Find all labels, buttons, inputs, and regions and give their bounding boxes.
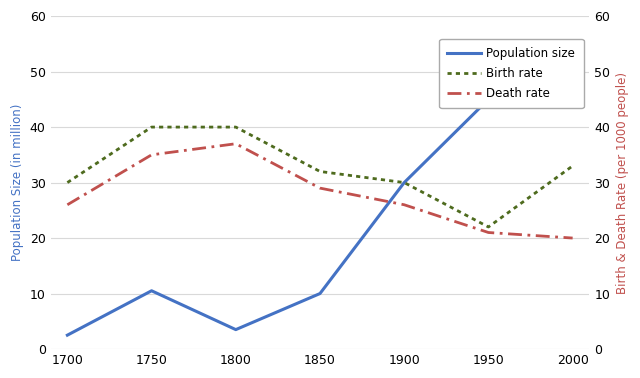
Population size [316, 291, 324, 296]
Birth rate [232, 125, 239, 129]
Death rate [316, 186, 324, 191]
Population size [232, 327, 239, 332]
Death rate [63, 203, 71, 207]
Death rate [232, 141, 239, 146]
Death rate [569, 236, 577, 240]
Legend: Population size, Birth rate, Death rate: Population size, Birth rate, Death rate [439, 39, 584, 108]
Line: Birth rate: Birth rate [67, 127, 573, 227]
Population size [569, 69, 577, 74]
Birth rate [63, 180, 71, 185]
Population size [148, 288, 156, 293]
Birth rate [484, 225, 492, 229]
Death rate [401, 203, 408, 207]
Population size [401, 180, 408, 185]
Death rate [148, 153, 156, 157]
Birth rate [569, 164, 577, 168]
Birth rate [401, 180, 408, 185]
Birth rate [316, 169, 324, 174]
Population size [63, 333, 71, 338]
Line: Death rate: Death rate [67, 144, 573, 238]
Y-axis label: Birth & Death Rate (per 1000 people): Birth & Death Rate (per 1000 people) [616, 71, 629, 294]
Line: Population size: Population size [67, 71, 573, 335]
Birth rate [148, 125, 156, 129]
Population size [484, 97, 492, 102]
Y-axis label: Population Size (in million): Population Size (in million) [11, 104, 24, 261]
Death rate [484, 230, 492, 235]
